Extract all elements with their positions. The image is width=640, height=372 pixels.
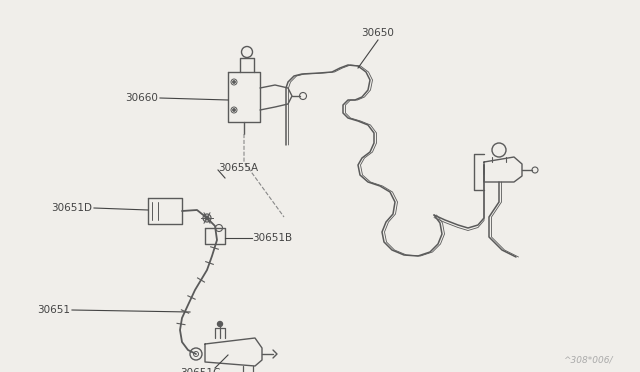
Text: 30651B: 30651B [252,233,292,243]
Text: 30651C: 30651C [180,368,220,372]
Text: 30660: 30660 [125,93,158,103]
Text: 30651: 30651 [37,305,70,315]
Text: 30650: 30650 [362,28,394,38]
Circle shape [205,216,209,220]
Text: ^308*006/: ^308*006/ [563,356,612,365]
Circle shape [233,81,236,83]
Text: 30655A: 30655A [218,163,258,173]
Circle shape [218,321,223,327]
Text: 30651D: 30651D [51,203,92,213]
Circle shape [233,109,236,111]
